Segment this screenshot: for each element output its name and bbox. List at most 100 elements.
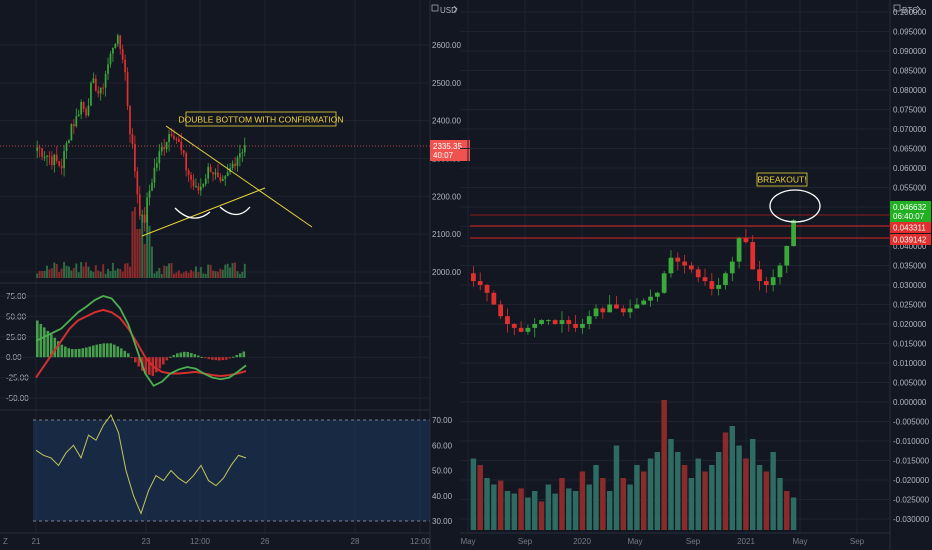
left-candle-body bbox=[112, 47, 114, 54]
right-time-tick-label: 2020 bbox=[573, 537, 591, 546]
right-volume-bar bbox=[654, 452, 661, 530]
left-candle-body bbox=[151, 182, 153, 191]
right-last-price-value: 0.046632 bbox=[893, 203, 927, 212]
macd-histogram-bar bbox=[95, 344, 99, 358]
right-volume-bar bbox=[497, 480, 504, 530]
right-chevron-icon[interactable] bbox=[916, 5, 921, 13]
right-candle-body bbox=[477, 281, 483, 285]
left-volume-bar bbox=[104, 273, 107, 278]
right-volume-bar bbox=[627, 484, 633, 530]
left-candle-body bbox=[116, 35, 119, 44]
right-candle-body bbox=[511, 324, 517, 328]
right-candle-body bbox=[791, 220, 796, 246]
right-level-value-2: 0.039142 bbox=[893, 236, 927, 245]
left-volume-bar bbox=[146, 214, 149, 278]
macd-histogram-bar bbox=[197, 355, 200, 358]
right-volume-bar bbox=[600, 478, 606, 530]
left-last-price-tag: 2335.35 40:07 bbox=[430, 140, 470, 161]
right-candle-body bbox=[729, 261, 735, 274]
right-volume-bar bbox=[661, 400, 667, 530]
right-time-tick-label: May bbox=[460, 537, 475, 546]
right-candle-body bbox=[648, 296, 653, 301]
left-volume-bar bbox=[175, 272, 178, 278]
macd-histogram-bar bbox=[239, 353, 242, 358]
right-volume-bar bbox=[572, 491, 579, 530]
right-volume-bar bbox=[695, 458, 701, 530]
right-volume-bars bbox=[470, 400, 797, 530]
left-volume-bar bbox=[99, 271, 102, 278]
left-volume-bar bbox=[241, 271, 244, 278]
right-chart-panel[interactable]: BREAKOUT! bbox=[460, 0, 890, 533]
left-volume-bar bbox=[63, 262, 66, 278]
left-price-tick-label: 2200.00 bbox=[432, 192, 461, 201]
left-volume-bar bbox=[170, 263, 173, 278]
right-candle-body bbox=[498, 304, 504, 317]
left-volume-bar bbox=[231, 263, 234, 278]
macd-histogram-bar bbox=[144, 357, 148, 374]
left-chevron-icon[interactable] bbox=[453, 5, 458, 13]
right-candle-body bbox=[695, 269, 701, 278]
right-candle-body bbox=[777, 265, 783, 278]
right-volume-bar bbox=[647, 458, 654, 530]
macd-histogram-bar bbox=[158, 357, 162, 369]
left-candle-body bbox=[214, 172, 217, 175]
macd-histogram-bar bbox=[46, 330, 50, 358]
right-candle-body bbox=[702, 277, 708, 282]
left-price-axis[interactable]: USD 2600.002500.002400.002300.002200.002… bbox=[429, 0, 470, 550]
left-time-tick-label: 23 bbox=[142, 537, 151, 546]
macd-histogram-bar bbox=[148, 357, 151, 375]
right-price-axis[interactable]: BTC 0.100000 0.095000 0.090000 0.085000 0.08… bbox=[889, 0, 931, 550]
left-candle-body bbox=[124, 59, 126, 73]
right-price-tick-label: 0.090000 bbox=[893, 47, 927, 56]
left-candle-body bbox=[126, 72, 129, 107]
macd-histogram-bar bbox=[123, 350, 127, 358]
right-volume-bar bbox=[634, 465, 640, 530]
left-volume-bar bbox=[143, 243, 146, 278]
double-bottom-annotation-text: DOUBLE BOTTOM WITH CONFIRMATION bbox=[179, 115, 344, 125]
rsi-band bbox=[33, 420, 430, 521]
macd-histogram-bar bbox=[169, 356, 172, 358]
right-candle-body bbox=[709, 281, 715, 289]
right-candle-body bbox=[593, 308, 599, 317]
macd-histogram-bar bbox=[214, 357, 218, 361]
triangle-support-line bbox=[141, 187, 266, 237]
left-candle-body bbox=[168, 134, 170, 143]
macd-histogram-bar bbox=[50, 334, 53, 358]
right-level-tag-2: 0.039142 bbox=[890, 234, 931, 245]
right-volume-bar bbox=[770, 452, 776, 530]
right-candle-body bbox=[743, 238, 749, 243]
left-volume-bar bbox=[131, 211, 134, 278]
left-candle-body bbox=[38, 147, 41, 149]
right-price-tick-label: 0.095000 bbox=[893, 28, 927, 37]
right-candle-body bbox=[784, 246, 790, 266]
right-candle-body bbox=[634, 304, 640, 309]
left-candle-body bbox=[129, 106, 131, 135]
left-chart-panel[interactable]: DOUBLE BOTTOM WITH CONFIRMATION 75.0050.… bbox=[0, 0, 430, 533]
left-volume-bar bbox=[89, 270, 92, 278]
left-candle-body bbox=[48, 155, 51, 157]
macd-histogram-bar bbox=[85, 347, 88, 358]
double-bottom-annotation[interactable]: DOUBLE BOTTOM WITH CONFIRMATION bbox=[179, 111, 344, 127]
right-settings-icon[interactable] bbox=[893, 4, 901, 12]
right-price-tick-label: 0.040000 bbox=[893, 242, 927, 251]
left-settings-icon[interactable] bbox=[431, 4, 439, 12]
right-volume-bar bbox=[668, 439, 674, 530]
left-candle-body bbox=[199, 186, 202, 191]
left-volume-bar bbox=[207, 264, 210, 278]
left-candle-body bbox=[207, 166, 210, 179]
macd-histogram-bar bbox=[81, 348, 85, 358]
macd-histogram-bar bbox=[242, 351, 246, 358]
left-volume-bar bbox=[148, 225, 151, 278]
right-candles bbox=[471, 218, 796, 338]
macd-line bbox=[35, 295, 247, 387]
left-candle-body bbox=[170, 134, 173, 136]
right-time-tick-label: Sep bbox=[686, 537, 701, 546]
right-candle-body bbox=[661, 273, 667, 293]
breakout-annotation[interactable]: BREAKOUT! bbox=[756, 172, 808, 187]
corner-z-label: Z bbox=[3, 537, 8, 546]
left-volume-bar bbox=[60, 268, 63, 278]
left-candle-body bbox=[90, 82, 92, 106]
right-candle-body bbox=[607, 304, 613, 313]
